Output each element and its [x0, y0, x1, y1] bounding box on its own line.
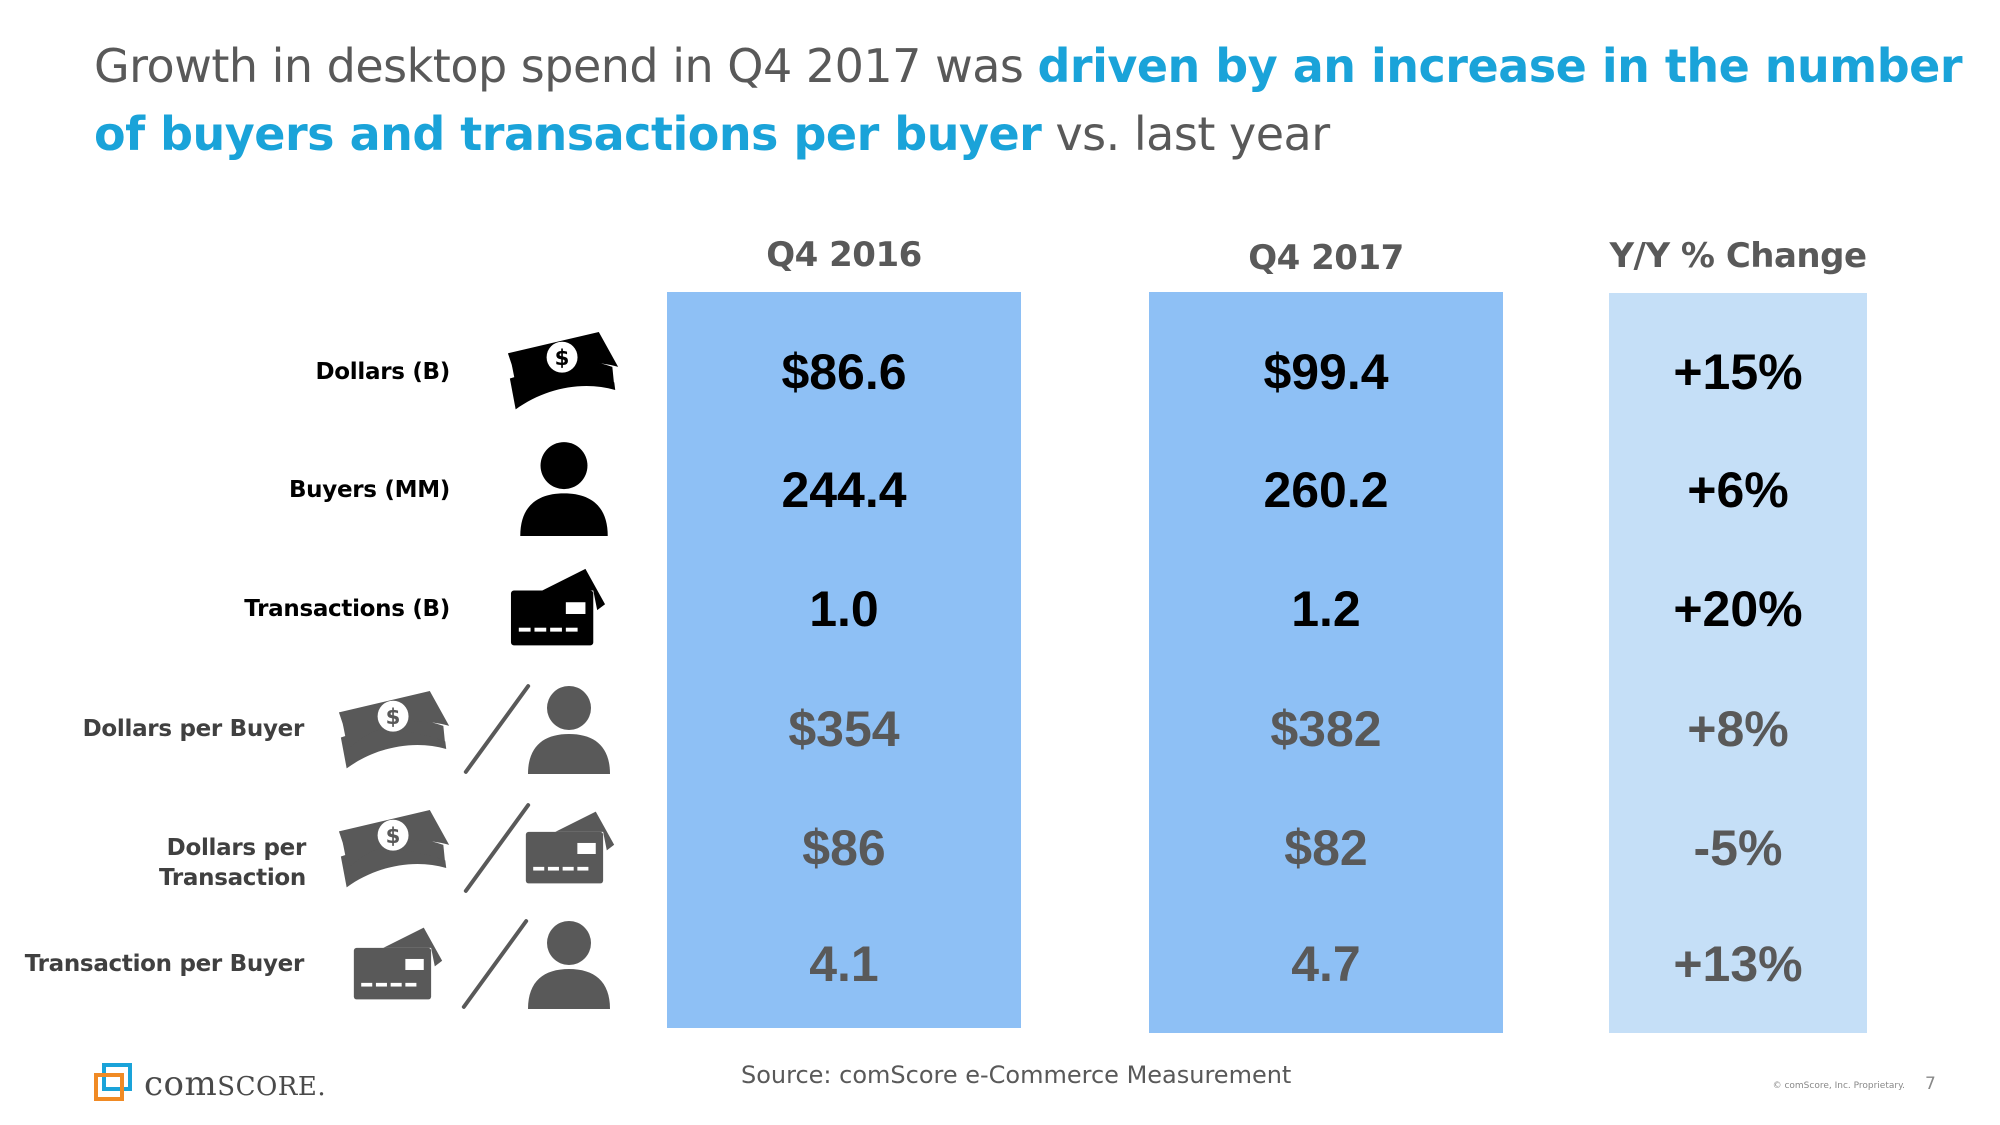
column-bg-yoy [1609, 293, 1867, 1033]
value-q4-2017: $99.4 [1263, 344, 1389, 400]
value-yoy-change: +15% [1673, 344, 1803, 400]
value-q4-2016: 1.0 [809, 581, 879, 637]
value-yoy-change: +6% [1687, 462, 1789, 518]
comscore-logo-icon [92, 1063, 136, 1108]
divide-slash-icon [463, 802, 531, 894]
value-yoy-change: +20% [1673, 581, 1803, 637]
value-q4-2016: $354 [788, 701, 900, 757]
row-label: Dollars (B) [315, 359, 451, 385]
value-yoy-change: -5% [1693, 820, 1783, 876]
person-icon [524, 684, 614, 779]
value-yoy-change: +13% [1673, 936, 1803, 992]
person-icon [516, 440, 612, 541]
credit-card-icon [509, 565, 607, 654]
value-q4-2017: 260.2 [1263, 462, 1389, 518]
row-label: Transactions (B) [244, 596, 450, 622]
column-header-q4-2017: Q4 2017 [1248, 238, 1404, 278]
money-icon: $ [337, 806, 453, 895]
value-q4-2017: 4.7 [1291, 936, 1361, 992]
column-bg-q4-2016 [667, 292, 1021, 1028]
value-q4-2017: $82 [1284, 820, 1368, 876]
column-header-yoy: Y/Y % Change [1609, 236, 1867, 276]
svg-text:$: $ [386, 705, 401, 730]
value-yoy-change: +8% [1687, 701, 1789, 757]
credit-card-icon [524, 808, 616, 892]
row-label: Dollars per Buyer [82, 716, 305, 742]
value-q4-2016: 4.1 [809, 936, 879, 992]
column-header-q4-2016: Q4 2016 [766, 235, 922, 275]
copyright-note: © comScore, Inc. Proprietary. [1772, 1081, 1905, 1091]
row-label: Buyers (MM) [288, 477, 450, 503]
page-title: Growth in desktop spend in Q4 2017 was d… [94, 32, 1974, 168]
divide-slash-icon [461, 918, 529, 1010]
credit-card-icon [352, 924, 444, 1008]
source-note: Source: comScore e-Commerce Measurement [741, 1061, 1292, 1089]
divide-slash-icon [463, 683, 531, 775]
page-number: 7 [1925, 1074, 1936, 1094]
title-part1: Growth in desktop spend in Q4 2017 was [94, 39, 1038, 93]
value-q4-2016: $86 [802, 820, 886, 876]
title-part2: vs. last year [1041, 107, 1330, 161]
value-q4-2017: 1.2 [1291, 581, 1361, 637]
svg-text:$: $ [555, 346, 570, 371]
person-icon [524, 919, 614, 1014]
value-q4-2016: 244.4 [781, 462, 907, 518]
title-highlight: driven by an increase in the number of b… [94, 39, 1963, 161]
row-label: Dollars per Transaction [159, 835, 306, 891]
comscore-logo-text: comSCORE. [144, 1064, 327, 1104]
value-q4-2017: $382 [1270, 701, 1382, 757]
column-bg-q4-2017 [1149, 292, 1503, 1033]
svg-text:$: $ [386, 824, 401, 849]
money-icon: $ [337, 687, 453, 776]
value-q4-2016: $86.6 [781, 344, 907, 400]
money-icon: $ [506, 328, 622, 417]
row-label: Transaction per Buyer [24, 951, 305, 977]
